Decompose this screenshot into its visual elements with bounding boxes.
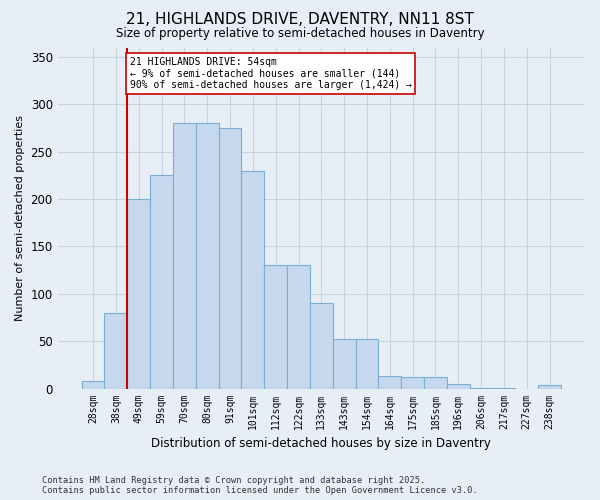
Bar (379, 376, 401, 388)
Bar (356, 340, 379, 388)
Bar (424, 377, 447, 388)
Bar (447, 384, 470, 388)
Bar (104, 313, 127, 388)
Bar (310, 304, 333, 388)
Bar (401, 377, 424, 388)
Bar (241, 170, 264, 388)
Bar (218, 128, 241, 388)
Bar (264, 266, 287, 388)
Bar (173, 124, 196, 388)
Bar (127, 199, 150, 388)
Text: 21 HIGHLANDS DRIVE: 54sqm
← 9% of semi-detached houses are smaller (144)
90% of : 21 HIGHLANDS DRIVE: 54sqm ← 9% of semi-d… (130, 57, 412, 90)
Text: Size of property relative to semi-detached houses in Daventry: Size of property relative to semi-detach… (116, 28, 484, 40)
Text: 21, HIGHLANDS DRIVE, DAVENTRY, NN11 8ST: 21, HIGHLANDS DRIVE, DAVENTRY, NN11 8ST (126, 12, 474, 28)
Text: Contains HM Land Registry data © Crown copyright and database right 2025.
Contai: Contains HM Land Registry data © Crown c… (42, 476, 478, 495)
Bar (333, 340, 356, 388)
Y-axis label: Number of semi-detached properties: Number of semi-detached properties (15, 115, 25, 321)
Bar (150, 176, 173, 388)
X-axis label: Distribution of semi-detached houses by size in Daventry: Distribution of semi-detached houses by … (151, 437, 491, 450)
Bar (196, 124, 218, 388)
Bar (82, 381, 104, 388)
Bar (538, 385, 561, 388)
Bar (287, 266, 310, 388)
